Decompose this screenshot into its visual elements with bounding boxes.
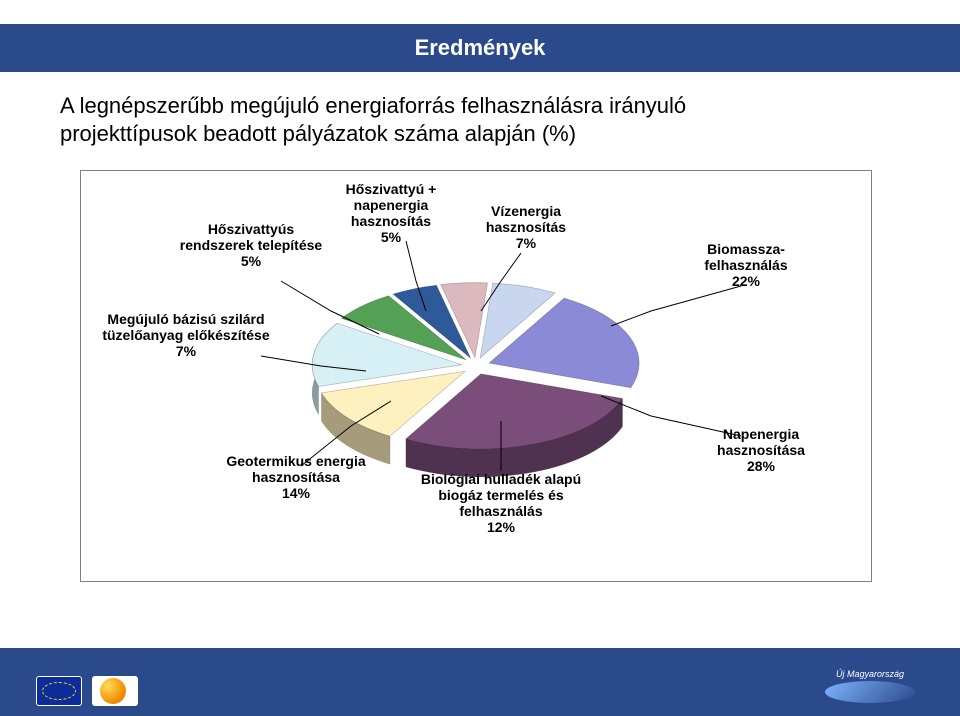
chart-label-text: Biomassza-felhasználás bbox=[671, 241, 821, 273]
chart-label-pct: 28% bbox=[681, 458, 841, 474]
program-logo-text: Új Magyarország bbox=[836, 669, 904, 679]
chart-label-text: Hőszivattyú + napenergia hasznosítás bbox=[316, 181, 466, 229]
chart-label-text: Vízenergia hasznosítás bbox=[461, 203, 591, 235]
eu-flag-icon bbox=[36, 676, 82, 706]
title-bar: Eredmények bbox=[0, 24, 960, 72]
chart-label: Vízenergia hasznosítás7% bbox=[461, 203, 591, 251]
chart-label: Megújuló bázisú szilárd tüzelőanyag elők… bbox=[101, 311, 271, 359]
program-logo: Új Magyarország bbox=[810, 664, 930, 708]
chart-label-pct: 5% bbox=[176, 253, 326, 269]
globe-icon bbox=[92, 676, 138, 706]
slide-subtitle: A legnépszerűbb megújuló energiaforrás f… bbox=[60, 92, 790, 147]
chart-label-text: Megújuló bázisú szilárd tüzelőanyag elők… bbox=[101, 311, 271, 343]
chart-label: Hőszivattyús rendszerek telepítése5% bbox=[176, 221, 326, 269]
chart-label-text: Biológiai hulladék alapú biogáz termelés… bbox=[411, 471, 591, 519]
chart-label: Napenergia hasznosítása28% bbox=[681, 426, 841, 474]
slide: Eredmények A legnépszerűbb megújuló ener… bbox=[0, 0, 960, 716]
pie-chart: Biomassza-felhasználás22% Napenergia hasz… bbox=[80, 170, 872, 582]
chart-label: Hőszivattyú + napenergia hasznosítás5% bbox=[316, 181, 466, 245]
chart-label-text: Hőszivattyús rendszerek telepítése bbox=[176, 221, 326, 253]
chart-label-pct: 7% bbox=[101, 343, 271, 359]
chart-label-pct: 12% bbox=[411, 519, 591, 535]
chart-label: Geotermikus energia hasznosítása14% bbox=[221, 453, 371, 501]
slide-title: Eredmények bbox=[415, 35, 546, 61]
chart-label-pct: 14% bbox=[221, 485, 371, 501]
chart-label-text: Geotermikus energia hasznosítása bbox=[221, 453, 371, 485]
swoosh-icon bbox=[825, 681, 915, 703]
chart-label-text: Napenergia hasznosítása bbox=[681, 426, 841, 458]
chart-label: Biológiai hulladék alapú biogáz termelés… bbox=[411, 471, 591, 535]
chart-label: Biomassza-felhasználás22% bbox=[671, 241, 821, 289]
chart-label-pct: 22% bbox=[671, 273, 821, 289]
chart-label-pct: 7% bbox=[461, 235, 591, 251]
chart-label-pct: 5% bbox=[316, 229, 466, 245]
footer-bar: Új Magyarország bbox=[0, 648, 960, 716]
